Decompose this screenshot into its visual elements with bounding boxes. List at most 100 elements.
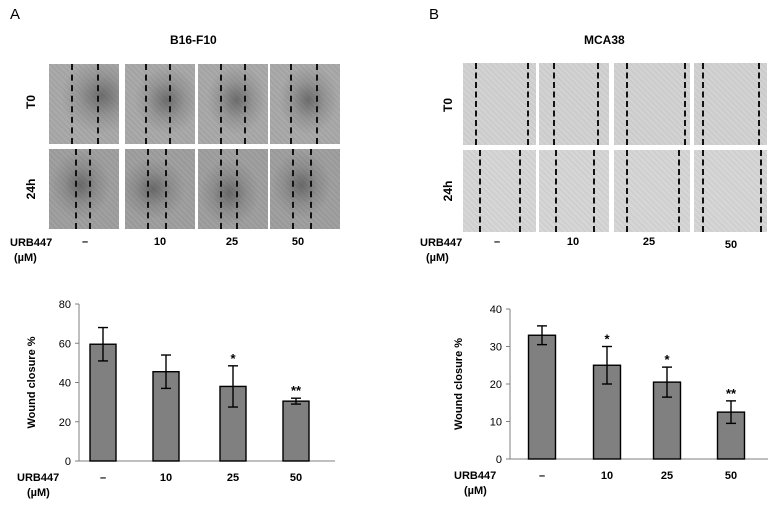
x-axis-unit: (µM) — [27, 487, 50, 499]
micrograph-b16f10-t0 — [270, 64, 340, 144]
row-label-24h-b: 24h — [441, 180, 455, 202]
wound-edge-line — [684, 63, 686, 145]
panel-letter-b: B — [429, 6, 440, 23]
panel-title-b16f10: B16-F10 — [170, 33, 217, 47]
significance-mark: * — [604, 332, 610, 347]
wound-edge-line — [475, 63, 477, 145]
x-tick-label: 50 — [725, 470, 737, 482]
wound-edge-line — [75, 149, 77, 229]
wound-edge-line — [527, 63, 529, 145]
significance-mark: ** — [291, 383, 302, 398]
micrograph-b16f10-24h — [125, 149, 195, 229]
micrograph-mca38-24h — [614, 150, 690, 232]
x-axis-title: URB447 — [17, 472, 59, 484]
wound-edge-line — [290, 64, 292, 144]
significance-mark: * — [664, 352, 670, 367]
treatment-label-a: URB447 (µM) — [10, 237, 53, 264]
wound-edge-line — [236, 149, 238, 229]
wound-edge-line — [145, 64, 147, 144]
wound-edge-line — [244, 64, 246, 144]
x-tick-label: – — [539, 470, 545, 482]
micrograph-b16f10-24h — [198, 149, 268, 229]
y-tick-label: 20 — [490, 379, 502, 391]
y-tick-label: 60 — [59, 338, 71, 350]
significance-mark: ** — [726, 386, 737, 401]
micrograph-mca38-24h — [694, 150, 767, 232]
x-tick-label: 25 — [227, 472, 239, 484]
wound-edge-line — [519, 150, 521, 232]
wound-edge-line — [89, 149, 91, 229]
condition-label-b-4: 50 — [724, 239, 738, 251]
condition-label-a-1: – — [81, 236, 89, 248]
significance-mark: * — [230, 351, 236, 366]
micrograph-mca38-t0 — [463, 63, 536, 145]
wound-edge-line — [97, 64, 99, 144]
bar — [592, 364, 622, 460]
y-tick-label: 0 — [65, 456, 71, 468]
micrograph-mca38-t0 — [539, 63, 609, 145]
treatment-label-b: URB447 (µM) — [420, 237, 463, 264]
wound-edge-line — [760, 150, 762, 232]
bar — [89, 343, 117, 462]
row-label-t0-b: T0 — [441, 98, 455, 113]
wound-edge-line — [678, 150, 680, 232]
micrograph-b16f10-t0 — [125, 64, 195, 144]
condition-label-a-3: 25 — [225, 236, 239, 248]
condition-label-a-4: 50 — [291, 236, 305, 248]
x-tick-label: 50 — [290, 472, 302, 484]
condition-label-a-2: 10 — [153, 236, 167, 248]
wound-edge-line — [292, 149, 294, 229]
x-axis-title: URB447 — [454, 470, 496, 482]
wound-edge-line — [702, 63, 704, 145]
bar — [282, 400, 310, 462]
y-tick-label: 80 — [59, 299, 71, 311]
condition-label-b-2: 10 — [566, 236, 580, 248]
wound-edge-line — [553, 63, 555, 145]
y-tick-label: 40 — [59, 378, 71, 390]
x-tick-label: – — [100, 472, 106, 484]
row-label-t0-a: T0 — [24, 95, 38, 110]
wound-edge-line — [169, 64, 171, 144]
wound-edge-line — [597, 63, 599, 145]
x-tick-label: 10 — [601, 470, 613, 482]
micrograph-mca38-24h — [539, 150, 609, 232]
x-axis-unit: (µM) — [464, 485, 487, 497]
y-tick-label: 0 — [496, 454, 502, 466]
micrograph-b16f10-t0 — [49, 64, 119, 144]
wound-edge-line — [316, 64, 318, 144]
wound-edge-line — [220, 64, 222, 144]
condition-label-b-3: 25 — [642, 236, 656, 248]
y-tick-label: 30 — [490, 342, 502, 354]
wound-edge-line — [310, 149, 312, 229]
y-tick-label: 20 — [59, 417, 71, 429]
wound-edge-line — [702, 150, 704, 232]
bar-chart-mca38: 0 10 20 30 40 Wound closure % – * 10 * 25 ** 50 URB44… — [453, 304, 768, 497]
wound-edge-line — [71, 64, 73, 144]
row-label-24h-a: 24h — [24, 178, 38, 200]
panel-letter-a: A — [10, 6, 21, 23]
micrograph-mca38-24h — [463, 150, 536, 232]
wound-edge-line — [479, 150, 481, 232]
micrograph-mca38-t0 — [614, 63, 690, 145]
micrograph-b16f10-24h — [49, 149, 119, 229]
y-axis-title: Wound closure % — [26, 336, 38, 428]
x-tick-label: 25 — [661, 470, 673, 482]
wound-edge-line — [220, 149, 222, 229]
x-tick-label: 10 — [160, 472, 172, 484]
wound-edge-line — [165, 149, 167, 229]
y-tick-label: 40 — [490, 304, 502, 316]
y-axis-title: Wound closure % — [453, 338, 465, 430]
y-tick-label: 10 — [490, 417, 502, 429]
panel-title-mca38: MCA38 — [584, 33, 625, 47]
bar-chart-b16f10: 0 20 40 60 80 Wound closure % – 10 * 25 ** 50 URB447… — [17, 299, 335, 499]
wound-edge-line — [626, 63, 628, 145]
micrograph-b16f10-24h — [270, 149, 340, 229]
wound-edge-line — [758, 63, 760, 145]
micrograph-mca38-t0 — [694, 63, 767, 145]
condition-label-b-1: – — [493, 236, 501, 248]
wound-edge-line — [555, 150, 557, 232]
wound-edge-line — [147, 149, 149, 229]
bar — [527, 334, 557, 460]
micrograph-b16f10-t0 — [198, 64, 268, 144]
wound-edge-line — [593, 150, 595, 232]
